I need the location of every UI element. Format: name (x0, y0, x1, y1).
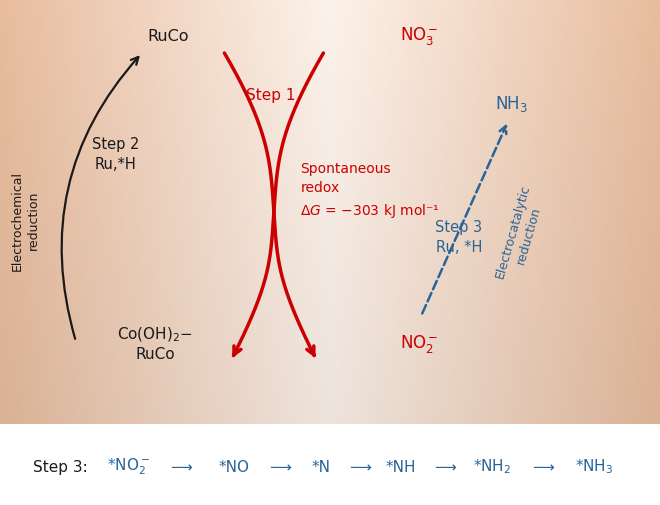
Text: $\longrightarrow$: $\longrightarrow$ (432, 460, 458, 475)
Text: RuCo: RuCo (148, 29, 189, 43)
Text: Step 1: Step 1 (246, 88, 295, 103)
Text: Electrochemical
reduction: Electrochemical reduction (11, 171, 40, 271)
Text: Step 3:: Step 3: (33, 460, 92, 475)
Text: $\longrightarrow$: $\longrightarrow$ (267, 460, 294, 475)
Text: $\longrightarrow$: $\longrightarrow$ (168, 460, 195, 475)
Text: *NH$_3$: *NH$_3$ (575, 458, 613, 477)
Text: *NO$_2^-$: *NO$_2^-$ (107, 457, 150, 477)
Text: Step 2
Ru,*H: Step 2 Ru,*H (92, 137, 139, 172)
Text: $\longrightarrow$: $\longrightarrow$ (530, 460, 556, 475)
Text: *NH: *NH (386, 460, 416, 475)
Text: *NO: *NO (219, 460, 249, 475)
Text: Spontaneous
redox
$\Delta G$ = −303 kJ mol⁻¹: Spontaneous redox $\Delta G$ = −303 kJ m… (300, 162, 440, 220)
Text: $\longrightarrow$: $\longrightarrow$ (347, 460, 374, 475)
Text: Co(OH)$_2$−
RuCo: Co(OH)$_2$− RuCo (117, 325, 193, 362)
Text: NO$_2^-$: NO$_2^-$ (400, 333, 438, 355)
Text: Step 3
Ru, *H: Step 3 Ru, *H (435, 220, 482, 255)
Text: *N: *N (312, 460, 331, 475)
Text: NO$_3^-$: NO$_3^-$ (400, 25, 438, 47)
Text: NH$_3$: NH$_3$ (495, 94, 528, 114)
Text: *NH$_2$: *NH$_2$ (473, 458, 511, 477)
Text: Electrocatalytic
reduction: Electrocatalytic reduction (494, 183, 548, 284)
